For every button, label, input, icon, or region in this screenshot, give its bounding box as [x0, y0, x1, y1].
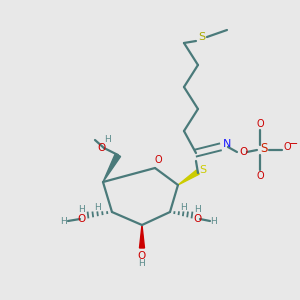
Text: H: H	[105, 136, 111, 145]
Text: S: S	[200, 165, 206, 175]
Text: O: O	[240, 147, 248, 157]
Text: N: N	[223, 139, 231, 149]
Text: S: S	[260, 142, 268, 154]
Text: H: H	[211, 217, 217, 226]
Text: H: H	[139, 260, 145, 268]
Text: H: H	[61, 217, 68, 226]
Text: −: −	[289, 139, 299, 149]
Text: O: O	[194, 214, 202, 224]
Text: O: O	[154, 155, 162, 165]
Text: O: O	[256, 119, 264, 129]
Text: H: H	[94, 202, 101, 211]
Text: O: O	[256, 171, 264, 181]
Text: H: H	[79, 206, 86, 214]
Polygon shape	[140, 225, 145, 248]
Text: H: H	[181, 202, 188, 211]
Text: S: S	[198, 32, 206, 42]
Text: O: O	[78, 214, 86, 224]
Text: O: O	[138, 251, 146, 261]
Text: H: H	[195, 206, 201, 214]
Text: O: O	[283, 142, 291, 152]
Text: O: O	[98, 143, 106, 153]
Polygon shape	[178, 170, 199, 185]
Polygon shape	[103, 154, 121, 182]
